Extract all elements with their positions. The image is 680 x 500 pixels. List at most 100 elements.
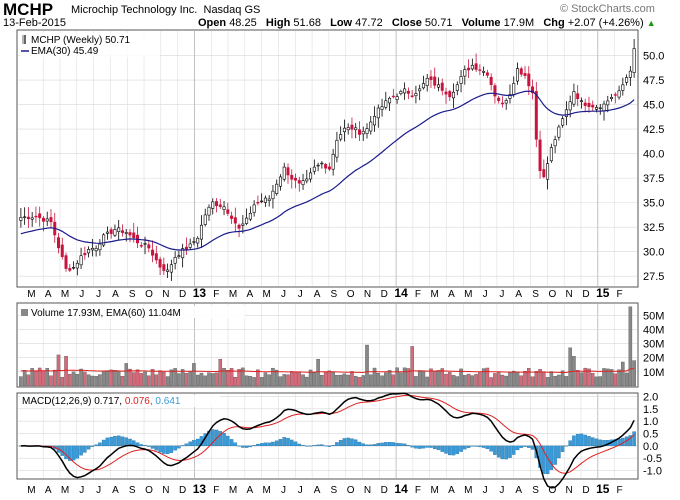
macd-histogram-bar [376,443,381,447]
volume-bar [342,373,347,387]
macd-histogram-bar [568,440,572,447]
candle-body [500,102,504,105]
macd-histogram-bar [466,445,471,448]
quote-date: 13-Feb-2015 [3,17,66,29]
volume-bar [237,369,241,387]
volume-bar [523,370,527,387]
candle-body [342,127,346,133]
volume-bar [380,375,384,387]
macd-histogram-bar [448,445,452,456]
candle-body [527,73,531,87]
candle-body [561,118,565,126]
candle-body [591,104,595,108]
price-x-tick-label: J [483,289,488,300]
volume-bar [609,369,614,387]
macd-histogram-bar [444,445,448,454]
volume-bar [244,375,249,387]
volume-bar [241,367,245,387]
candle-body [83,253,87,256]
candle-body [546,163,550,180]
volume-bar [248,376,253,387]
volume-bar [297,372,302,387]
bottom-x-tick-label: F [213,485,219,496]
price-x-tick-label: M [464,289,472,300]
volume-bar [346,374,350,387]
volume-bar [466,373,471,387]
candle-body [256,201,260,204]
candle-body [120,230,124,233]
price-x-tick-label: M [229,289,237,300]
bottom-x-tick-label: M [262,485,270,496]
candle-body [410,95,414,97]
volume-bar [395,367,399,387]
candle-body [463,69,467,77]
candle-body [357,129,361,135]
candle-body [613,94,617,96]
ema-line [20,90,635,251]
price-x-tick-label: J [499,289,504,300]
price-legend: MCHP (Weekly) 50.71 [31,35,131,46]
macd-histogram-bar [402,443,407,447]
volume-bar [45,368,49,387]
candle-body [523,73,527,76]
volume-bar [353,375,358,387]
price-tick-label: 37.5 [643,173,664,185]
candle-body [508,94,512,99]
volume-bar [538,369,542,387]
candle-body [531,86,535,94]
macd-histogram-bar [109,436,113,447]
price-x-tick-label: 14 [394,286,408,300]
volume-bar [598,376,603,387]
candle-body [403,88,407,94]
macd-histogram-bar [357,441,362,447]
candle-body [628,70,632,78]
candle-body [98,243,102,251]
volume-bar [308,369,313,387]
volume-bar [463,375,467,387]
price-x-tick-label: 15 [596,286,610,300]
macd-histogram-bar [135,442,140,447]
volume-bar [98,374,102,387]
price-tick-label: 50.0 [643,51,664,63]
candle-body [467,67,471,71]
candle-body [384,100,388,108]
candle-body [26,216,30,220]
macd-histogram-bar [192,440,196,447]
volume-bar [432,370,437,387]
candle-body [222,206,226,210]
macd-histogram-bar [632,431,636,447]
price-x-tick-label: O [347,289,355,300]
volume-bar [496,372,501,387]
candle-body [49,217,53,223]
candle-body [109,229,113,234]
volume-bar [263,372,268,387]
volume-bar [481,368,486,387]
macd-histogram-bar [583,434,587,447]
volume-bar [83,371,87,387]
volume-tick-label: 20M [643,353,664,365]
volume-bar [293,371,298,387]
candle-body [406,90,410,94]
ema-legend: EMA(30) 45.49 [31,46,99,57]
macd-histogram-bar [470,445,475,447]
bottom-x-tick-label: 13 [193,482,207,496]
volume-bar [267,374,271,387]
candle-body [429,76,433,80]
macd-histogram-bar [553,445,557,465]
price-x-tick-label: M [431,289,439,300]
volume-bar [414,376,418,387]
macd-histogram-bar [575,433,580,447]
macd-histogram-bar [308,445,313,447]
quote-bar: Open 48.25 High 51.68 Low 47.72 Close 50… [198,17,656,29]
candle-body [436,84,440,88]
volume-bar [71,371,76,387]
macd-histogram-bar [557,445,561,459]
candle-body [448,91,452,98]
candle-body [380,106,384,110]
volume-bar [128,368,132,387]
volume-bar [180,369,185,387]
volume-bar [222,368,226,387]
volume-bar [169,369,174,387]
macd-histogram-bar [248,445,253,448]
volume-bar [105,370,110,387]
